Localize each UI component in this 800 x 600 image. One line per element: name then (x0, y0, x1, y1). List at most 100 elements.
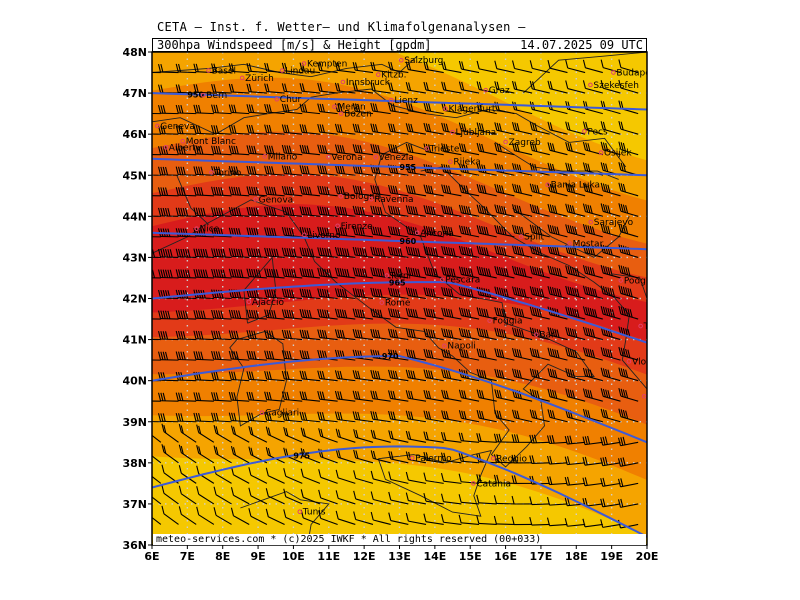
city-dot (375, 72, 381, 77)
city-labels: BaselBernZürichLindauKemptenKitzb.Salzbu… (155, 56, 647, 518)
barb-feather (175, 392, 179, 401)
barb-feather (281, 227, 285, 236)
barb-staff (425, 376, 444, 382)
barb-feather (370, 491, 374, 500)
barb-feather (271, 289, 275, 298)
barb-staff (213, 379, 232, 382)
barb-feather (428, 246, 432, 256)
barb-feather (567, 368, 571, 377)
wind-barb (246, 83, 267, 94)
wind-barb (405, 307, 427, 320)
barb-feather (547, 224, 551, 233)
barb-feather (565, 80, 569, 89)
barb-feather (460, 453, 464, 462)
barb-feather (625, 369, 629, 378)
barb-feather (200, 330, 204, 340)
city-marker: Rome (379, 299, 411, 309)
barb-feather (576, 288, 580, 298)
barb-feather (428, 123, 432, 132)
barb-staff (301, 398, 321, 402)
barb-feather (529, 368, 533, 377)
height-contour (152, 92, 647, 111)
barb-feather (441, 122, 445, 131)
barb-staff (284, 337, 303, 341)
barb-feather (516, 123, 520, 132)
barb-feather (529, 60, 533, 69)
city-marker: Genova (253, 195, 293, 205)
barb-feather (317, 62, 321, 71)
barb-feather (463, 328, 467, 338)
barb-feather (339, 103, 343, 113)
wind-barb (405, 266, 427, 279)
barb-feather (374, 103, 379, 112)
barb-feather (213, 186, 217, 196)
city-dot (200, 92, 206, 98)
barb-feather (286, 248, 290, 257)
barb-feather (394, 329, 399, 339)
wind-barb (175, 248, 197, 258)
barb-feather (195, 145, 199, 155)
barb-staff (284, 111, 303, 115)
barb-feather (458, 473, 462, 482)
barb-staff (603, 375, 621, 382)
barb-feather (178, 125, 182, 134)
barb-feather (308, 207, 312, 216)
lat-tick-label: 46N (122, 128, 147, 141)
barb-staff (390, 397, 409, 402)
wind-barb (512, 60, 533, 74)
barb-feather (175, 104, 179, 114)
city-dot (163, 145, 169, 150)
barb-feather (374, 370, 379, 379)
wind-barb (476, 433, 497, 443)
barb-feather (571, 225, 576, 235)
city-label: Cagliari (265, 409, 299, 419)
barb-feather (425, 184, 429, 194)
barb-feather (388, 246, 392, 255)
barb-feather (324, 309, 328, 318)
city-dot (518, 234, 524, 239)
barb-staff (549, 190, 568, 197)
barb-feather (141, 270, 143, 278)
barb-feather (478, 307, 482, 316)
barb-feather (359, 288, 363, 298)
barb-feather (556, 288, 560, 297)
barb-feather (514, 184, 518, 193)
wind-barb (458, 473, 480, 484)
city-dot (259, 410, 265, 416)
wind-barb (299, 144, 321, 156)
barb-feather (248, 145, 252, 154)
barb-feather (352, 267, 356, 276)
wind-barb (152, 359, 161, 361)
barb-staff (355, 336, 374, 341)
barb-feather (605, 409, 609, 419)
barb-feather (318, 428, 322, 437)
barb-feather (450, 268, 454, 277)
wind-barb (152, 112, 161, 115)
wind-barb (529, 60, 550, 74)
barb-feather (248, 83, 252, 93)
barb-feather (405, 205, 409, 214)
wind-barb (388, 450, 409, 464)
barb-feather (334, 123, 338, 133)
wind-barb (600, 498, 621, 508)
barb-feather (341, 145, 345, 154)
barb-feather (233, 207, 237, 216)
barb-feather (146, 229, 148, 237)
wind-barb (152, 133, 161, 135)
barb-feather (494, 389, 498, 398)
barb-staff (425, 356, 444, 361)
barb-feather (496, 204, 500, 214)
city-marker: Kitzb. (375, 71, 407, 81)
barb-feather (218, 145, 222, 155)
barb-feather (319, 329, 323, 338)
city-dot (398, 57, 404, 63)
barb-staff (567, 416, 586, 423)
height-contour-label: 955 (400, 163, 417, 172)
barb-feather (465, 206, 469, 215)
barb-feather (405, 266, 409, 276)
wind-barb (512, 347, 533, 361)
barb-staff (532, 191, 550, 197)
wind-barb (388, 308, 409, 320)
barb-feather (408, 390, 412, 399)
barb-feather (458, 81, 462, 90)
